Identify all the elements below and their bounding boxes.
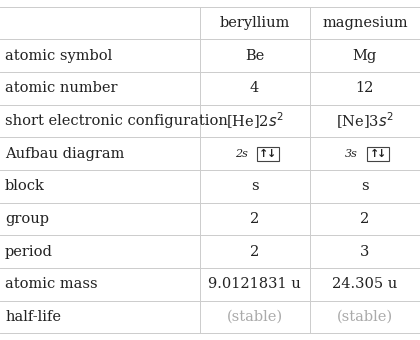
Text: half-life: half-life bbox=[5, 310, 61, 324]
Text: s: s bbox=[361, 179, 369, 193]
Text: group: group bbox=[5, 212, 49, 226]
Text: s: s bbox=[251, 179, 258, 193]
Text: (stable): (stable) bbox=[226, 310, 283, 324]
Text: beryllium: beryllium bbox=[219, 16, 290, 30]
Text: 3s: 3s bbox=[345, 149, 358, 159]
Bar bbox=[367, 147, 389, 161]
Text: ↓: ↓ bbox=[267, 149, 276, 159]
Text: 2s: 2s bbox=[235, 149, 248, 159]
Text: 12: 12 bbox=[356, 81, 374, 96]
Text: Mg: Mg bbox=[353, 49, 377, 63]
Text: ↑: ↑ bbox=[370, 149, 379, 159]
Text: 4: 4 bbox=[250, 81, 259, 96]
Text: short electronic configuration: short electronic configuration bbox=[5, 114, 228, 128]
Text: [Ne]3$s^{2}$: [Ne]3$s^{2}$ bbox=[336, 111, 394, 131]
Text: ↑: ↑ bbox=[259, 149, 268, 159]
Text: 24.305 u: 24.305 u bbox=[332, 277, 397, 291]
Text: atomic symbol: atomic symbol bbox=[5, 49, 112, 63]
Text: atomic number: atomic number bbox=[5, 81, 118, 96]
Text: 2: 2 bbox=[250, 244, 259, 259]
Bar bbox=[257, 147, 278, 161]
Text: 9.0121831 u: 9.0121831 u bbox=[208, 277, 301, 291]
Text: Be: Be bbox=[245, 49, 264, 63]
Text: 2: 2 bbox=[360, 212, 370, 226]
Text: 3: 3 bbox=[360, 244, 370, 259]
Text: period: period bbox=[5, 244, 53, 259]
Text: (stable): (stable) bbox=[337, 310, 393, 324]
Text: 2: 2 bbox=[250, 212, 259, 226]
Text: ↓: ↓ bbox=[377, 149, 386, 159]
Text: Aufbau diagram: Aufbau diagram bbox=[5, 147, 124, 161]
Text: atomic mass: atomic mass bbox=[5, 277, 98, 291]
Text: block: block bbox=[5, 179, 45, 193]
Text: [He]2$s^{2}$: [He]2$s^{2}$ bbox=[226, 111, 284, 131]
Text: magnesium: magnesium bbox=[322, 16, 408, 30]
